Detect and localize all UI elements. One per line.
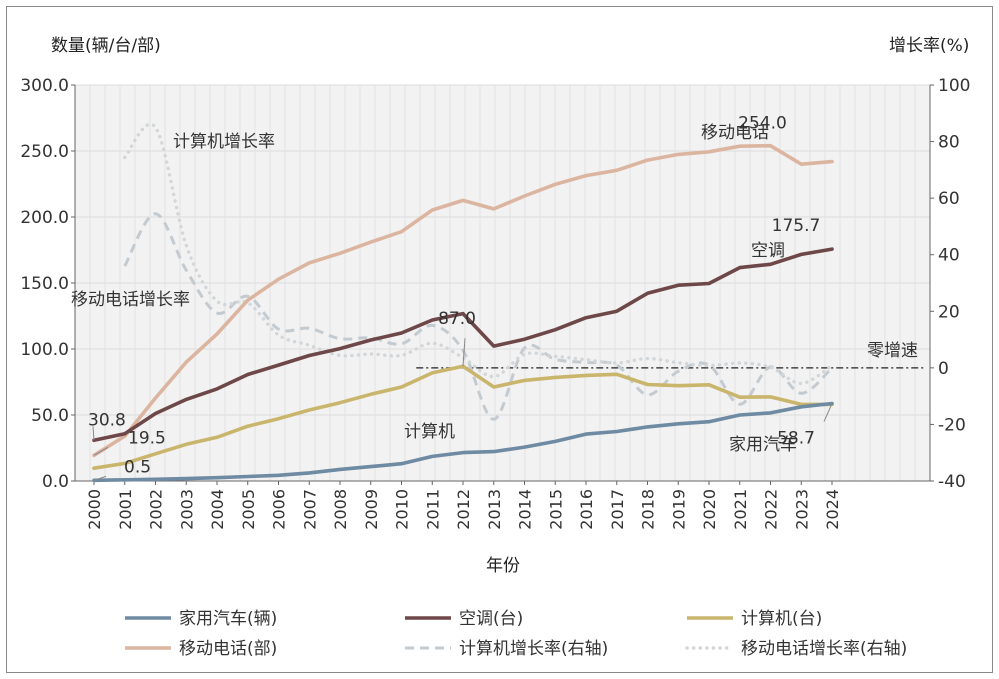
right-tick-label: 80 [938,133,960,153]
x-tick-label: 2011 [423,489,442,530]
series-name-label: 移动电话增长率 [71,290,190,310]
right-tick-label: -40 [938,472,966,492]
x-tick-label: 2022 [762,489,781,530]
value-label: 254.0 [738,114,787,134]
left-tick-label: 200.0 [20,208,69,228]
x-tick-label: 2015 [546,489,565,530]
x-tick-label: 2005 [239,489,258,530]
grid [74,84,931,482]
x-tick-label: 2020 [700,489,719,530]
left-tick-label: 50.0 [31,406,69,426]
reference-line-label: 零增速 [867,341,918,361]
x-tick-label: 2000 [85,489,104,530]
legend-label: 移动电话增长率(右轴) [741,639,907,659]
right-tick-label: 0 [938,359,949,379]
value-label: 87.0 [438,309,476,329]
left-tick-label: 0.0 [42,472,69,492]
x-tick-label: 2009 [362,489,381,530]
y-left-label: 数量(辆/台/部) [51,36,161,56]
x-tick-label: 2006 [270,489,289,530]
x-tick-label: 2014 [516,489,535,530]
legend-label: 计算机(台) [741,609,822,629]
series-line-0 [92,401,834,483]
series-line-4 [123,212,834,421]
legend-label: 移动电话(部) [179,639,277,659]
right-tick-label: 40 [938,246,960,266]
series-line-2 [92,364,834,470]
left-tick-label: 250.0 [20,142,69,162]
left-axis: 0.0 50.0 100.0 150.0 200.0 250.0 300.0 [20,76,76,492]
series-line-5 [123,122,834,386]
x-axis-label: 年份 [486,556,520,576]
x-tick-label: 2021 [731,489,750,530]
series-name-label: 计算机增长率 [173,132,275,152]
series-name-label: 家用汽车 [729,435,797,455]
annotation-leader [462,338,466,367]
x-axis: 2000 2001 2002 2003 2004 2005 2006 2007 2008 2009… [75,480,930,530]
legend: 家用汽车(辆) 空调(台) 计算机(台) 移动电话(部) 计算机增长率(右轴) 移动电话增… [125,609,907,659]
series-line-1 [92,247,834,443]
value-label: 19.5 [128,428,166,448]
chart-svg: 0.0 50.0 100.0 150.0 200.0 250.0 300.0 -40 -20 0… [20,36,970,659]
series-name-label: 空调 [751,241,785,261]
left-tick-label: 300.0 [20,76,69,96]
value-label: 0.5 [124,457,151,477]
x-tick-label: 2024 [823,489,842,530]
x-tick-label: 2019 [669,489,688,530]
legend-label: 计算机增长率(右轴) [459,639,608,659]
x-tick-label: 2018 [639,489,658,530]
annotation-leader [92,426,95,441]
x-tick-label: 2023 [792,489,811,530]
x-tick-label: 2017 [608,489,627,530]
x-tick-label: 2007 [300,489,319,530]
x-tick-label: 2004 [208,489,227,530]
series-layer [92,122,834,483]
x-tick-label: 2008 [331,489,350,530]
series-name-label: 计算机 [404,422,455,442]
annotation-leader [93,446,109,456]
x-tick-label: 2013 [485,489,504,530]
x-tick-label: 2010 [393,489,412,530]
right-axis: -40 -20 0 20 40 60 80 100 [929,76,970,492]
right-tick-label: 60 [938,189,960,209]
x-tick-label: 2003 [177,489,196,530]
value-label: 30.8 [88,410,126,430]
x-tick-label: 2012 [454,489,473,530]
x-tick-label: 2001 [116,489,135,530]
right-tick-label: -20 [938,415,966,435]
right-tick-label: 20 [938,302,960,322]
annotation-layer: 30.819.5 0.5 87.0 254.0 175.7 58.7 计算机增长率移动电话增… [71,114,918,481]
x-tick-label: 2016 [577,489,596,530]
left-tick-label: 150.0 [20,274,69,294]
value-label: 58.7 [777,429,815,449]
chart-frame: 0.0 50.0 100.0 150.0 200.0 250.0 300.0 -40 -20 0… [6,6,993,673]
value-label: 175.7 [772,216,821,236]
annotation-leader [93,475,107,481]
legend-label: 空调(台) [459,609,523,629]
left-tick-label: 100.0 [20,340,69,360]
series-line-3 [92,143,834,458]
annotation-leader [823,403,833,422]
right-tick-label: 100 [938,76,970,96]
y-right-label: 增长率(%) [889,36,969,56]
x-tick-label: 2002 [147,489,166,530]
series-name-label: 移动电话 [701,123,769,143]
legend-label: 家用汽车(辆) [179,609,277,629]
